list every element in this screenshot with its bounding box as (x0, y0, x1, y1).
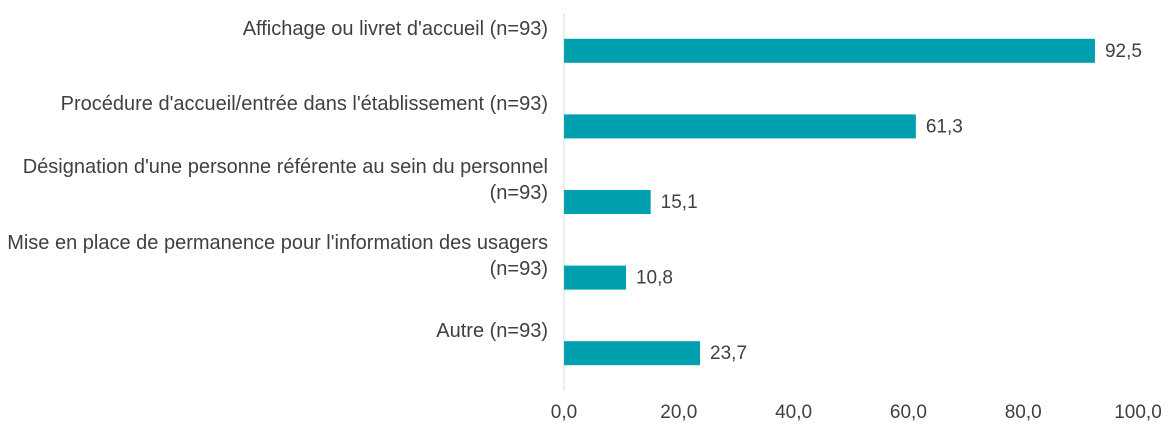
category-label: Procédure d'accueil/entrée dans l'établi… (60, 93, 548, 116)
bar (564, 190, 651, 214)
x-tick-label: 80,0 (1005, 402, 1042, 423)
category-label: Affichage ou livret d'accueil (n=93) (242, 17, 548, 40)
value-label: 23,7 (710, 343, 747, 364)
category-label: Désignation d'une personne référente au … (22, 156, 548, 204)
bar (564, 114, 916, 139)
value-label: 10,8 (636, 268, 673, 289)
x-tick-label: 100,0 (1114, 402, 1162, 423)
x-tick-label: 60,0 (890, 402, 927, 423)
bar (564, 341, 701, 366)
category-label: Mise en place de permanence pour l'infor… (7, 231, 548, 280)
value-label: 15,1 (661, 192, 698, 213)
x-tick-label: 0,0 (551, 402, 577, 423)
value-label: 61,3 (926, 116, 963, 137)
bar (564, 38, 1095, 63)
bar (564, 265, 626, 290)
category-label: Autre (n=93) (436, 320, 548, 343)
x-tick-label: 20,0 (660, 402, 697, 423)
value-label: 92,5 (1105, 41, 1142, 62)
x-tick-label: 40,0 (775, 402, 812, 423)
